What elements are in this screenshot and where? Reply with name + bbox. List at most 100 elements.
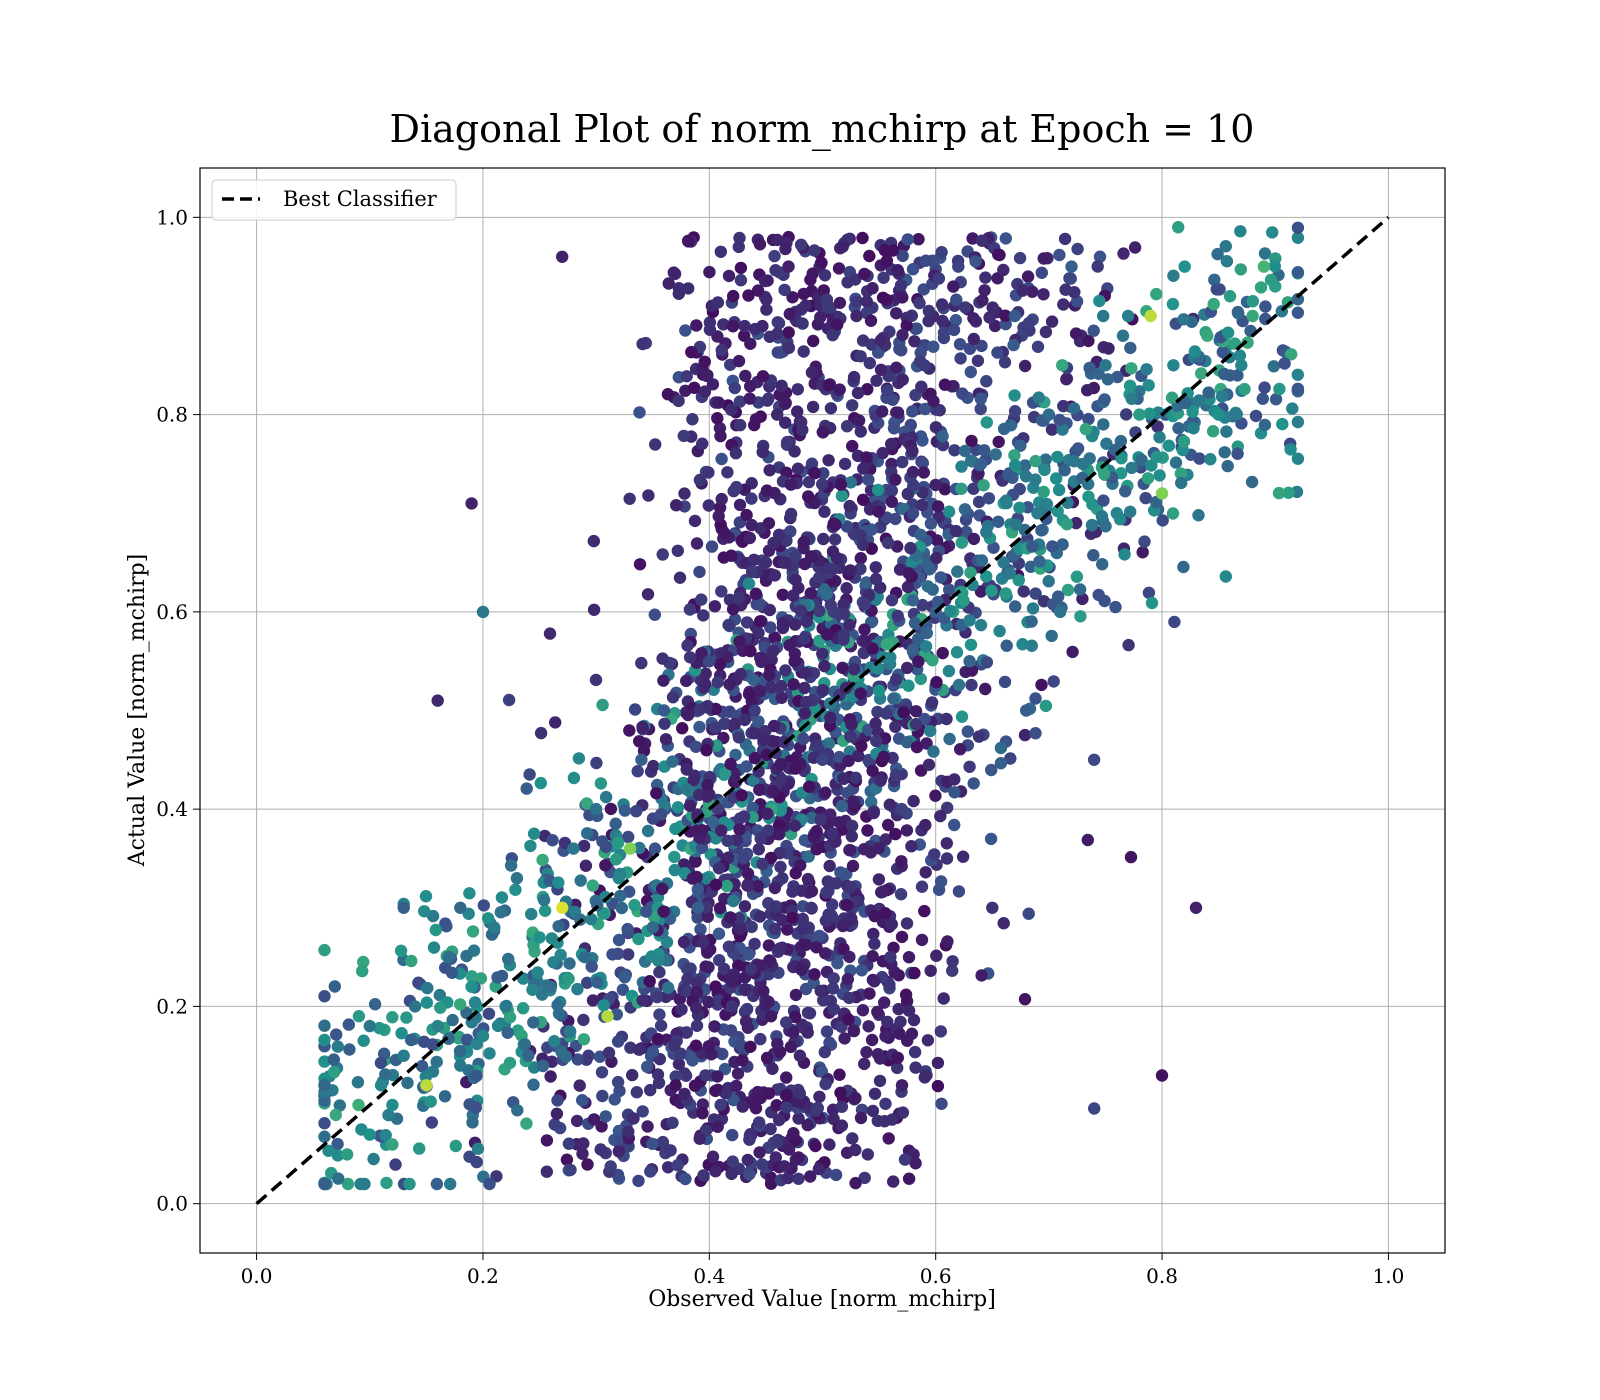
scatter-point-1503 [318,943,331,957]
scatter-point-1725 [461,1033,474,1047]
scatter-point-2137 [802,850,815,863]
scatter-point-2312 [572,752,586,765]
scatter-point-2378 [1278,357,1291,370]
scatter-point-3124 [756,370,770,383]
scatter-point-2093 [520,782,533,795]
scatter-point-3101 [849,1176,862,1190]
scatter-point-298 [935,1097,948,1111]
scatter-point-1360 [975,969,988,982]
scatter-point-3303 [363,1128,376,1141]
scatter-point-2785 [642,489,655,502]
scatter-point-2907 [891,264,904,277]
scatter-point-3058 [743,531,756,545]
scatter-point-3004 [709,1084,722,1098]
scatter-point-3160 [931,1056,945,1070]
scatter-point-3096 [811,1101,824,1115]
scatter-point-2022 [1029,473,1042,486]
scatter-point-2607 [766,1062,779,1076]
scatter-point-1260 [577,839,591,853]
scatter-point-1044 [967,312,980,325]
scatter-point-3059 [798,557,811,571]
scatter-point-2834 [787,589,800,602]
scatter-point-1045 [819,947,832,960]
scatter-point-3032 [845,819,859,833]
scatter-point-688 [965,434,978,448]
scatter-point-980 [644,1165,657,1178]
scatter-point-1364 [470,1155,483,1169]
scatter-point-3085 [810,825,823,838]
scatter-point-1460 [1026,602,1040,615]
scatter-point-487 [1008,405,1022,418]
scatter-point-1506 [1013,501,1026,514]
scatter-point-2008 [537,893,551,907]
scatter-point-2202 [666,755,679,768]
scatter-point-2877 [930,551,943,565]
scatter-point-2580 [838,607,851,621]
scatter-point-3093 [779,396,792,410]
scatter-point-3016 [918,1071,931,1084]
scatter-point-932 [854,1111,868,1125]
scatter-point-580 [934,875,948,888]
scatter-point-323 [1060,373,1073,386]
scatter-point-3075 [814,311,827,324]
scatter-point-3319 [510,872,524,885]
scatter-point-1770 [491,971,504,984]
scatter-point-2086 [332,1172,345,1185]
scatter-point-2217 [527,1016,540,1029]
scatter-point-2753 [693,1132,706,1145]
scatter-point-194 [694,923,707,936]
scatter-point-3064 [856,538,869,551]
scatter-point-1037 [971,354,985,367]
scatter-point-1220 [622,1125,635,1139]
scatter-point-2925 [801,1026,814,1039]
scatter-point-2383 [555,1045,568,1059]
scatter-point-2363 [318,1130,331,1143]
scatter-point-3151 [896,1106,910,1119]
scatter-point-2474 [756,445,769,459]
scatter-point-3201 [967,332,980,346]
scatter-point-2646 [680,370,693,383]
scatter-point-3177 [824,876,837,890]
scatter-point-2127 [535,988,549,1001]
scatter-point-2145 [1061,583,1075,597]
scatter-point-1815 [671,801,685,814]
scatter-point-3178 [726,320,740,333]
scatter-point-2272 [1177,435,1191,448]
scatter-point-1863 [718,766,732,780]
scatter-point-2667 [678,487,691,500]
scatter-point-2404 [744,1040,757,1054]
scatter-point-814 [616,983,630,996]
scatter-point-1429 [594,777,608,790]
scatter-point-750 [936,646,949,660]
scatter-point-3341 [759,556,773,569]
scatter-point-3271 [786,911,799,925]
scatter-point-2258 [951,565,964,578]
scatter-point-1707 [405,954,418,968]
scatter-point-1925 [746,774,760,787]
scatter-point-66 [892,1002,905,1016]
scatter-point-3248 [799,695,813,709]
scatter-point-2888 [680,674,693,688]
scatter-point-3103 [930,676,943,689]
scatter-point-2123 [919,640,933,653]
scatter-point-3386 [1269,280,1282,293]
scatter-point-2684 [880,707,893,720]
scatter-point-2139 [1009,600,1022,613]
scatter-point-2875 [658,717,671,730]
scatter-point-1818 [1235,417,1248,430]
scatter-point-1808 [1177,560,1190,574]
scatter-point-2535 [741,1153,754,1167]
scatter-point-1892 [1162,439,1176,452]
scatter-point-3199 [723,678,736,691]
scatter-point-1452 [400,1011,413,1024]
scatter-point-949 [974,392,987,405]
scatter-point-1768 [1125,362,1138,375]
scatter-point-2302 [562,972,575,986]
scatter-point-502 [1029,692,1042,705]
scatter-point-3099 [713,658,727,671]
scatter-point-929 [916,486,929,499]
scatter-point-2376 [606,948,619,961]
scatter-point-960 [1064,272,1077,285]
scatter-point-977 [953,338,967,351]
scatter-point-372 [577,1013,590,1027]
